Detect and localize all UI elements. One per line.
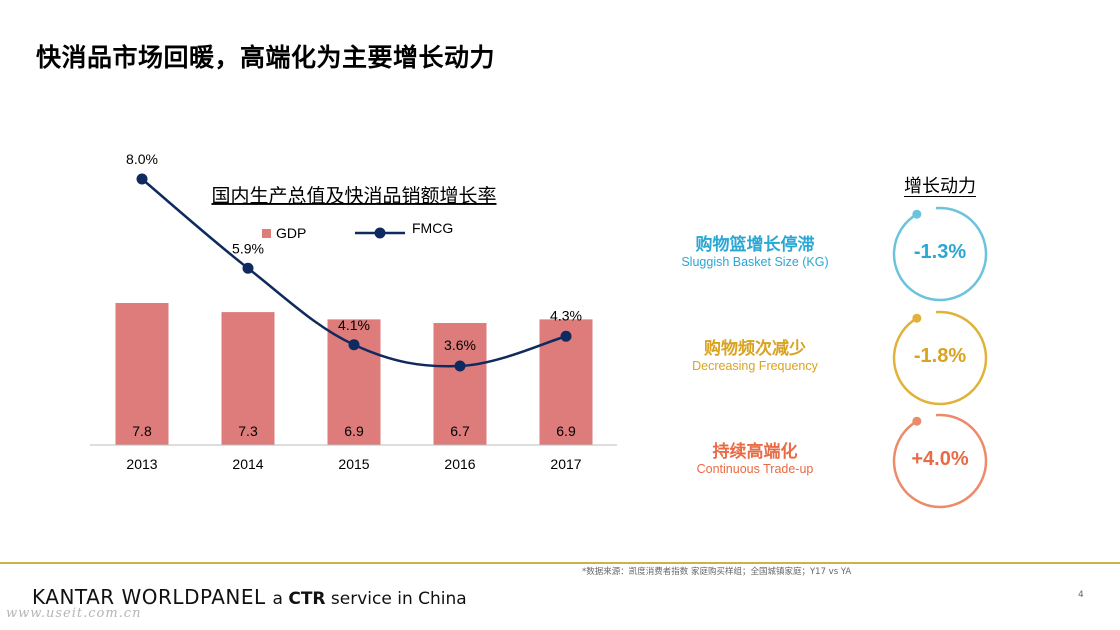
legend-fmcg-marker — [374, 227, 386, 239]
drivers-heading: 增长动力 — [904, 176, 976, 197]
fmcg-point — [136, 173, 148, 185]
fmcg-point-label: 4.1% — [338, 317, 370, 333]
fmcg-point — [560, 330, 572, 342]
gdp-bar — [433, 323, 487, 445]
driver-ring-dot — [912, 209, 922, 219]
legend-gdp-label: GDP — [276, 225, 306, 241]
fmcg-point-label: 5.9% — [232, 240, 264, 256]
footer-divider — [0, 562, 1120, 564]
fmcg-point — [242, 262, 254, 274]
driver-ring-arc — [892, 413, 988, 509]
driver-ring — [892, 310, 988, 406]
gdp-bar-label: 6.9 — [556, 423, 576, 439]
driver-ring-dot — [912, 416, 922, 426]
x-tick-label: 2017 — [550, 456, 581, 472]
driver-value: -1.3% — [913, 241, 967, 263]
x-tick-label: 2016 — [444, 456, 475, 472]
x-tick-label: 2014 — [232, 456, 263, 472]
driver-title: 购物频次减少 — [704, 339, 806, 359]
fmcg-point — [348, 339, 360, 351]
driver-value: +4.0% — [911, 448, 969, 470]
x-tick-label: 2015 — [338, 456, 369, 472]
fmcg-point — [454, 360, 466, 372]
gdp-bar-label: 6.9 — [344, 423, 364, 439]
driver-ring-arc — [892, 310, 988, 406]
driver-ring — [892, 206, 988, 302]
legend-fmcg-label: FMCG — [412, 220, 453, 236]
gdp-bar — [115, 303, 169, 445]
driver-subtitle: Sluggish Basket Size (KG) — [681, 255, 829, 269]
driver-subtitle: Continuous Trade-up — [696, 462, 814, 476]
fmcg-point-label: 8.0% — [126, 151, 158, 167]
gdp-bar-label: 6.7 — [450, 423, 470, 439]
driver-ring-arc — [892, 206, 988, 302]
gdp-bar — [221, 312, 275, 445]
driver-title: 持续高端化 — [712, 442, 798, 462]
brand-name: KANTAR WORLDPANEL — [32, 585, 266, 609]
chart-title: 国内生产总值及快消品销额增长率 — [211, 185, 496, 207]
gdp-bar-label: 7.3 — [238, 423, 258, 439]
watermark: www.useit.com.cn — [6, 606, 142, 621]
brand-logo: KANTAR WORLDPANEL a CTR service in China — [32, 585, 467, 609]
brand-tagline: a CTR service in China — [272, 589, 467, 609]
driver-title: 购物篮增长停滞 — [695, 235, 815, 255]
driver-value: -1.8% — [913, 345, 967, 367]
page-number: 4 — [1078, 590, 1084, 600]
driver-ring-dot — [912, 313, 922, 323]
gdp-bar-label: 7.8 — [132, 423, 152, 439]
fmcg-point-label: 4.3% — [550, 307, 582, 323]
source-note: *数据来源：凯度消费者指数 家庭购买样组；全国城镇家庭；Y17 vs YA — [582, 567, 852, 577]
legend-gdp-swatch — [262, 229, 271, 238]
x-tick-label: 2013 — [126, 456, 157, 472]
driver-subtitle: Decreasing Frequency — [692, 359, 818, 373]
chart-layer: 国内生产总值及快消品销额增长率 GDP FMCG 7.8 2013 7.3 2014 6.9 2… — [90, 151, 617, 472]
driver-ring — [892, 413, 988, 509]
page-title: 快消品市场回暖，高端化为主要增长动力 — [36, 43, 496, 72]
fmcg-point-label: 3.6% — [444, 337, 476, 353]
